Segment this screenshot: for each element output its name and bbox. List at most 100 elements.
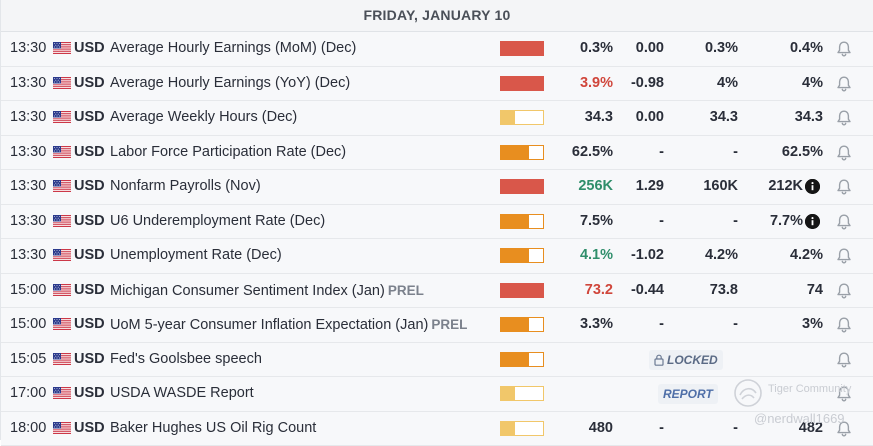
importance-fill (501, 42, 543, 55)
actual-value: 7.5% (580, 205, 613, 239)
deviation-value: - (659, 308, 664, 342)
day-header: FRIDAY, JANUARY 10 (1, 0, 873, 32)
event-name[interactable]: Average Hourly Earnings (MoM) (Dec) (110, 32, 356, 66)
us-flag-icon (53, 146, 71, 158)
bell-icon[interactable] (835, 316, 853, 334)
event-name[interactable]: Average Weekly Hours (Dec) (110, 101, 297, 135)
previous-value: 34.3 (795, 101, 823, 135)
consensus-value: 4% (717, 67, 738, 101)
consensus-value: 160K (703, 170, 738, 204)
event-list: 13:30 USD Average Hourly Earnings (MoM) (D… (1, 32, 873, 446)
event-name[interactable]: U6 Underemployment Rate (Dec) (110, 205, 325, 239)
event-title[interactable]: Nonfarm Payrolls (Nov) (110, 178, 261, 194)
event-name[interactable]: Unemployment Rate (Dec) (110, 239, 282, 273)
importance-indicator (500, 386, 544, 401)
event-name[interactable]: UoM 5-year Consumer Inflation Expectatio… (110, 308, 467, 342)
currency-code: USD (74, 136, 105, 170)
consensus-value: - (733, 205, 738, 239)
bell-icon[interactable] (835, 351, 853, 369)
event-name[interactable]: Average Hourly Earnings (YoY) (Dec) (110, 67, 350, 101)
bell-icon[interactable] (835, 420, 853, 438)
event-title[interactable]: Average Hourly Earnings (YoY) (Dec) (110, 75, 350, 91)
locked-label: LOCKED (667, 353, 718, 367)
previous-value: 7.7% (770, 205, 803, 239)
event-name[interactable]: Fed's Goolsbee speech (110, 343, 262, 377)
actual-value: 3.3% (580, 308, 613, 342)
bell-icon[interactable] (835, 40, 853, 58)
previous-value: 212K (768, 170, 803, 204)
event-time: 13:30 (10, 101, 46, 135)
event-title[interactable]: Labor Force Participation Rate (Dec) (110, 144, 346, 160)
bell-icon[interactable] (835, 109, 853, 127)
event-time: 15:05 (10, 343, 46, 377)
locked-badge[interactable]: LOCKED (649, 350, 723, 370)
bell-icon[interactable] (835, 282, 853, 300)
bell-icon[interactable] (835, 385, 853, 403)
us-flag-icon (53, 249, 71, 261)
event-name[interactable]: USDA WASDE Report (110, 377, 254, 411)
currency-code: USD (74, 32, 105, 66)
currency-code: USD (74, 377, 105, 411)
deviation-value: -0.98 (631, 67, 664, 101)
event-name[interactable]: Labor Force Participation Rate (Dec) (110, 136, 346, 170)
consensus-value: - (733, 136, 738, 170)
importance-indicator (500, 110, 544, 125)
us-flag-icon (53, 215, 71, 227)
deviation-value: 0.00 (636, 32, 664, 66)
currency-code: USD (74, 274, 105, 308)
bell-icon[interactable] (835, 213, 853, 231)
previous-value: 4% (802, 67, 823, 101)
previous-value: 3% (802, 308, 823, 342)
event-time: 15:00 (10, 308, 46, 342)
event-title[interactable]: Unemployment Rate (Dec) (110, 247, 282, 263)
importance-indicator (500, 283, 544, 298)
event-title[interactable]: UoM 5-year Consumer Inflation Expectatio… (110, 317, 428, 333)
info-icon[interactable] (805, 214, 820, 229)
event-title[interactable]: Michigan Consumer Sentiment Index (Jan) (110, 283, 385, 299)
importance-fill (501, 284, 543, 297)
us-flag-icon (53, 180, 71, 192)
event-name[interactable]: Nonfarm Payrolls (Nov) (110, 170, 261, 204)
us-flag-icon (53, 284, 71, 296)
importance-indicator (500, 76, 544, 91)
event-title[interactable]: Average Hourly Earnings (MoM) (Dec) (110, 40, 356, 56)
event-time: 13:30 (10, 32, 46, 66)
prel-tag: PREL (388, 283, 424, 298)
importance-indicator (500, 248, 544, 263)
event-row[interactable]: 13:30 USD U6 Underemployment Rate (Dec) 7.5… (1, 205, 873, 240)
consensus-value: 0.3% (705, 32, 738, 66)
previous-value: 74 (807, 274, 823, 308)
event-title[interactable]: U6 Underemployment Rate (Dec) (110, 213, 325, 229)
bell-icon[interactable] (835, 247, 853, 265)
event-title[interactable]: Baker Hughes US Oil Rig Count (110, 420, 316, 436)
bell-icon[interactable] (835, 144, 853, 162)
event-name[interactable]: Michigan Consumer Sentiment Index (Jan)P… (110, 274, 424, 308)
event-title[interactable]: USDA WASDE Report (110, 385, 254, 401)
actual-value: 62.5% (572, 136, 613, 170)
deviation-value: 1.29 (636, 170, 664, 204)
event-time: 13:30 (10, 205, 46, 239)
us-flag-icon (53, 353, 71, 365)
bell-icon[interactable] (835, 178, 853, 196)
previous-value: 62.5% (782, 136, 823, 170)
deviation-value: -1.02 (631, 239, 664, 273)
currency-code: USD (74, 67, 105, 101)
us-flag-icon (53, 42, 71, 54)
currency-code: USD (74, 205, 105, 239)
report-badge[interactable]: REPORT (658, 384, 718, 404)
bell-icon[interactable] (835, 75, 853, 93)
info-icon[interactable] (805, 179, 820, 194)
event-title[interactable]: Fed's Goolsbee speech (110, 351, 262, 367)
event-title[interactable]: Average Weekly Hours (Dec) (110, 109, 297, 125)
event-row[interactable]: 13:30 USD Average Hourly Earnings (MoM) (D… (1, 32, 873, 67)
